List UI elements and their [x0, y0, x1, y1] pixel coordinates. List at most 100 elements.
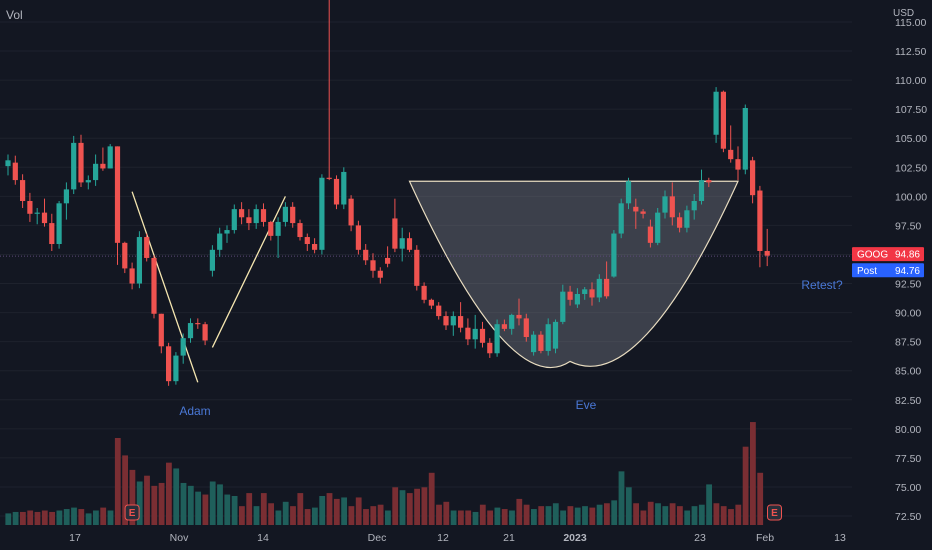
- volume-bar: [436, 504, 442, 525]
- candle-body: [209, 249, 215, 271]
- candle-body: [202, 324, 208, 341]
- volume-bar: [114, 438, 121, 525]
- candle-body: [479, 328, 486, 343]
- candle-body: [582, 289, 588, 294]
- volume-bar: [633, 503, 639, 525]
- volume-bar: [691, 506, 698, 525]
- volume-bar: [640, 510, 647, 525]
- candle-body: [458, 316, 464, 328]
- volume-bar: [443, 501, 450, 525]
- time-tick-label: 13: [834, 532, 846, 544]
- price-tick-label: 115.00: [895, 17, 926, 29]
- price-tick-label: 77.50: [895, 453, 921, 465]
- volume-bar: [655, 503, 661, 525]
- volume-label: Vol: [6, 8, 23, 22]
- candle-body: [443, 316, 449, 326]
- candle-body: [531, 334, 537, 353]
- volume-bar: [706, 484, 712, 525]
- volume-bar: [34, 511, 41, 525]
- time-tick-label: 21: [503, 532, 515, 544]
- candle-body: [100, 163, 106, 169]
- candle-body: [158, 313, 164, 347]
- candle-body: [341, 171, 347, 205]
- volume-bar: [713, 503, 720, 525]
- candle-body: [260, 209, 267, 222]
- adam-v-lines: [131, 191, 199, 383]
- volume-bar: [49, 511, 55, 525]
- price-tick-label: 102.50: [895, 162, 927, 174]
- volume-bar: [107, 510, 114, 525]
- candle-body: [538, 334, 544, 351]
- candle-body: [706, 180, 712, 183]
- price-axis[interactable]: 72.50 75.00 77.50 80.00 82.50 85.00 87.50 90.00…: [895, 17, 927, 523]
- candle-body: [385, 257, 391, 264]
- candle-body: [509, 314, 515, 329]
- candle-body: [151, 257, 157, 314]
- price-tick-label: 72.50: [895, 511, 921, 523]
- candle-body: [406, 238, 413, 250]
- volume-bar: [750, 422, 756, 525]
- volume-bar: [545, 506, 552, 525]
- annotation-adam: Adam: [179, 404, 210, 418]
- volume-bar: [684, 510, 691, 525]
- volume-bar: [589, 507, 596, 525]
- volume-bar: [231, 496, 238, 525]
- candle-body: [560, 291, 566, 322]
- price-tag-goog-bg: [852, 247, 924, 262]
- volume-bar: [516, 498, 523, 525]
- volume-bar: [63, 509, 70, 525]
- candle-body: [217, 233, 223, 250]
- volume-bar: [268, 503, 274, 525]
- volume-bar: [363, 509, 369, 525]
- candle-body: [567, 291, 573, 300]
- volume-bar: [385, 510, 391, 525]
- candle-body: [728, 149, 734, 160]
- volume-bar: [501, 509, 508, 525]
- candle-body: [618, 203, 624, 234]
- candle-body: [392, 218, 398, 249]
- candle-body: [136, 237, 142, 284]
- time-axis[interactable]: 17 Nov 14 Dec 12 21 2023 23 Feb 13: [69, 532, 846, 544]
- price-tick-label: 80.00: [895, 424, 921, 436]
- candle-body: [545, 324, 551, 351]
- price-tag-post-value: 94.76: [895, 266, 920, 277]
- candle-body: [56, 203, 62, 245]
- price-tag-goog: GOOG 94.86: [852, 247, 924, 262]
- volume-bar: [348, 506, 355, 525]
- candle-body: [20, 180, 26, 202]
- volume-bar: [41, 510, 48, 525]
- candle-body: [465, 327, 471, 340]
- candle-body: [114, 146, 121, 243]
- volume-bar: [560, 510, 566, 525]
- earnings-marker-bg: [124, 504, 140, 521]
- volume-bar: [677, 506, 683, 525]
- candle-body: [472, 328, 478, 340]
- candle-body: [129, 268, 135, 284]
- volume-bar: [399, 490, 406, 525]
- volume-bar: [239, 506, 245, 525]
- volume-bar: [523, 504, 530, 525]
- candle-body: [12, 162, 18, 181]
- candle-body: [611, 233, 617, 277]
- candle-body: [684, 210, 690, 228]
- volume-bar: [494, 507, 501, 525]
- candle-body: [224, 230, 230, 234]
- price-tick-label: 87.50: [895, 337, 921, 349]
- volume-bar: [735, 504, 742, 525]
- pattern-drawings: [131, 180, 739, 383]
- candle-body: [275, 221, 281, 236]
- price-tick-label: 107.50: [895, 104, 927, 116]
- volume-bar: [100, 507, 107, 525]
- candle-body: [49, 223, 55, 245]
- candle-body: [523, 318, 529, 337]
- volume-bar: [421, 487, 428, 525]
- candle-body: [655, 212, 661, 243]
- candle-body: [34, 212, 40, 214]
- candle-body: [662, 196, 668, 213]
- candle-body: [187, 323, 194, 339]
- volume-bar: [158, 482, 165, 525]
- volume-bar: [538, 506, 545, 525]
